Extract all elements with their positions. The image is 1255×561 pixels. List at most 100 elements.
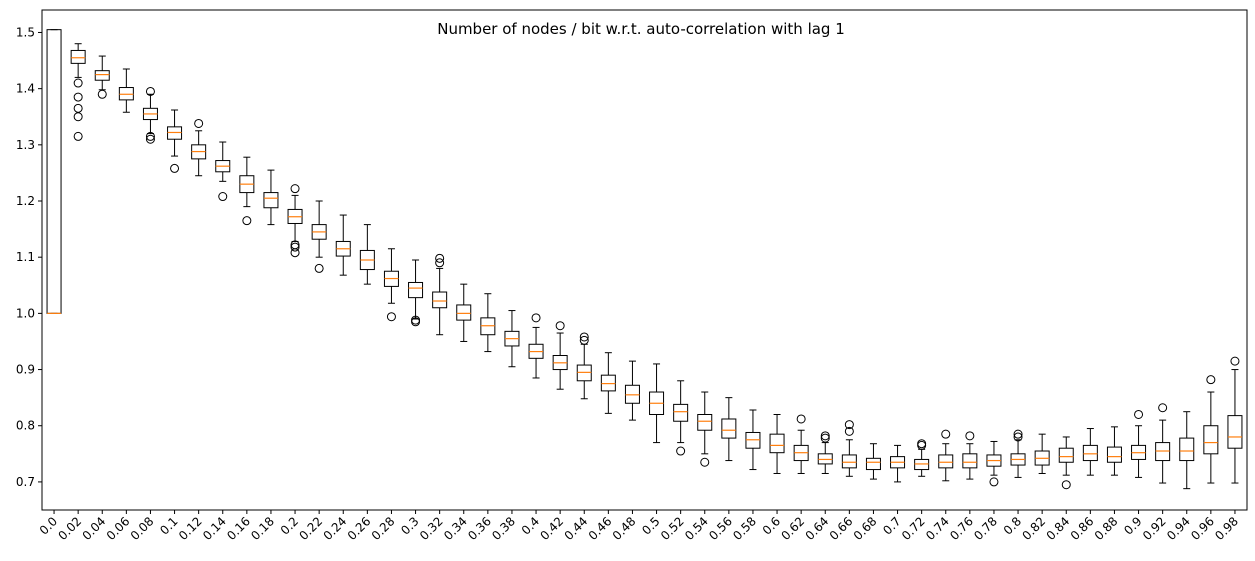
x-tick-label: 0.76	[947, 514, 976, 543]
box-body	[46, 29, 62, 314]
flier-point	[194, 118, 204, 128]
box-0.62	[793, 414, 809, 474]
box-0.7	[890, 444, 906, 483]
x-tick-label: 0.44	[562, 514, 591, 543]
flier-point	[1134, 409, 1144, 419]
box-0.46	[600, 352, 616, 414]
box-body	[673, 403, 689, 422]
box-0.24	[335, 214, 351, 276]
flier-point	[796, 414, 806, 424]
box-body	[408, 281, 424, 299]
flier-point	[579, 332, 589, 342]
box-0.9	[1131, 409, 1147, 478]
box-0.56	[721, 397, 737, 462]
flier-point	[386, 312, 396, 322]
box-0.1	[167, 109, 183, 173]
flier-point	[435, 253, 445, 263]
box-body	[456, 304, 472, 321]
box-0.12	[191, 118, 207, 177]
box-body	[1082, 444, 1098, 462]
box-0.44	[576, 332, 592, 400]
box-body	[432, 291, 448, 309]
y-tick-label: 1.4	[16, 82, 35, 96]
flier-point	[965, 431, 975, 441]
box-0.48	[624, 360, 640, 421]
box-body	[962, 453, 978, 469]
flier-point	[1158, 403, 1168, 413]
y-tick-label: 0.8	[16, 419, 35, 433]
x-tick-label: 0.38	[489, 514, 518, 543]
x-tick-label: 0.08	[128, 514, 157, 543]
y-tick-label: 1.2	[16, 194, 35, 208]
box-0.26	[359, 224, 375, 285]
box-0.6	[769, 413, 785, 474]
box-0.02	[70, 43, 86, 141]
x-tick-label: 0.88	[1092, 514, 1121, 543]
chart-title: Number of nodes / bit w.r.t. auto-correl…	[437, 20, 845, 38]
y-tick-label: 1.0	[16, 306, 35, 320]
flier-point	[97, 89, 107, 99]
box-0.76	[962, 431, 978, 480]
flier-point	[700, 457, 710, 467]
box-body	[721, 418, 737, 439]
x-tick-label: 0.02	[55, 514, 84, 543]
flier-point	[1206, 375, 1216, 385]
flier-point	[435, 258, 445, 268]
flier-point	[1013, 429, 1023, 439]
box-body	[94, 70, 110, 81]
x-tick-label: 0.66	[827, 514, 856, 543]
box-0.28	[383, 248, 399, 322]
box-0.92	[1155, 403, 1171, 484]
x-tick-label: 0.36	[465, 514, 494, 543]
flier-point	[820, 431, 830, 441]
x-tick-label: 0.52	[658, 514, 687, 543]
box-series	[46, 29, 1243, 490]
x-tick-label: 0.14	[200, 514, 229, 543]
box-0.64	[817, 431, 833, 474]
x-tick-label: 0.18	[248, 514, 277, 543]
x-tick-label: 0.26	[345, 514, 374, 543]
flier-point	[73, 112, 83, 122]
x-tick-label: 0.34	[441, 514, 470, 543]
x-tick-label: 0.94	[1164, 514, 1193, 543]
x-tick-label: 0.82	[1019, 514, 1048, 543]
box-0.54	[697, 391, 713, 467]
x-tick-label: 0.06	[104, 514, 133, 543]
flier-point	[145, 86, 155, 96]
x-tick-label: 0.78	[971, 514, 1000, 543]
flier-point	[676, 446, 686, 456]
box-0.66	[841, 420, 857, 477]
box-0.16	[239, 156, 255, 226]
box-0.18	[263, 169, 279, 226]
box-0.3	[408, 259, 424, 327]
flier-point	[145, 131, 155, 141]
x-tick-label: 0.42	[537, 514, 566, 543]
box-body	[1179, 437, 1195, 462]
flier-point	[555, 321, 565, 331]
x-axis: 0.00.020.040.060.08 0.10.120.140.160.18 0.…	[37, 510, 1241, 543]
box-body	[1227, 415, 1243, 449]
flier-point	[314, 263, 324, 273]
x-tick-label: 0.54	[682, 514, 711, 543]
flier-point	[73, 131, 83, 141]
box-0.0	[46, 29, 62, 314]
box-body	[1106, 446, 1122, 463]
box-0.08	[142, 86, 158, 144]
flier-point	[73, 92, 83, 102]
x-tick-label: 0.48	[610, 514, 639, 543]
flier-point	[218, 192, 228, 202]
x-tick-label: 0.72	[899, 514, 928, 543]
flier-point	[989, 477, 999, 487]
box-0.38	[504, 310, 520, 368]
box-body	[841, 454, 857, 469]
x-tick-label: 0.16	[224, 514, 253, 543]
flier-point	[290, 242, 300, 252]
box-0.34	[456, 283, 472, 342]
box-0.8	[1010, 429, 1026, 478]
y-tick-label: 1.1	[16, 250, 35, 264]
y-tick-label: 1.3	[16, 138, 35, 152]
box-0.88	[1106, 426, 1122, 476]
x-tick-label: 0.86	[1068, 514, 1097, 543]
flier-point	[1061, 480, 1071, 490]
y-axis: 0.7 0.8 0.9 1.0 1.1 1.2 1.3 1.4 1.5	[16, 25, 42, 489]
